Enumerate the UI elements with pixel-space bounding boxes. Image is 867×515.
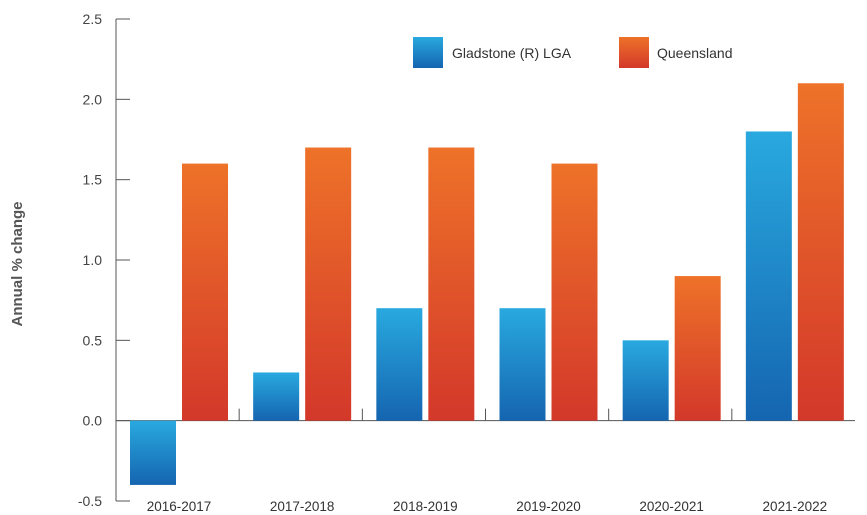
x-tick-label: 2017-2018 — [270, 499, 335, 514]
y-tick-label: 0.0 — [83, 413, 103, 429]
bar-queensland-2017-2018 — [305, 147, 352, 421]
bar-queensland-2016-2017 — [182, 163, 228, 421]
legend-swatch-gladstone — [413, 37, 443, 68]
y-tick-label: 0.5 — [83, 332, 103, 348]
legend-swatch-queensland — [619, 37, 649, 68]
bar-queensland-2019-2020 — [551, 163, 598, 421]
x-tick-label: 2016-2017 — [147, 499, 212, 514]
x-tick-label: 2018-2019 — [393, 499, 458, 514]
legend-label-gladstone: Gladstone (R) LGA — [452, 45, 572, 61]
y-axis-title: Annual % change — [9, 201, 26, 326]
y-tick-label: 2.0 — [83, 91, 103, 107]
bar-gladstone-2021-2022 — [745, 131, 792, 421]
tick-labels: 2.5 2.0 1.5 1.0 0.5 0.0 -0.5 2016-2017 2017-2018… — [78, 11, 827, 514]
bar-gladstone-2017-2018 — [253, 372, 300, 421]
bar-queensland-2020-2021 — [674, 276, 721, 421]
bar-gladstone-2020-2021 — [622, 340, 669, 421]
bar-queensland-2021-2022 — [797, 83, 844, 421]
axes — [115, 18, 855, 502]
y-tick-label: 1.5 — [83, 172, 103, 188]
y-tick-label: -0.5 — [78, 493, 102, 509]
x-tick-label: 2019-2020 — [516, 499, 581, 514]
legend-label-queensland: Queensland — [657, 45, 733, 61]
bars — [130, 83, 844, 485]
bar-gladstone-2016-2017 — [130, 420, 176, 485]
y-tick-label: 1.0 — [83, 252, 103, 268]
y-tick-label: 2.5 — [83, 11, 103, 27]
bar-queensland-2018-2019 — [428, 147, 475, 421]
x-tick-label: 2021-2022 — [763, 499, 828, 514]
bar-gladstone-2019-2020 — [499, 308, 546, 421]
legend: Gladstone (R) LGA Queensland — [413, 37, 733, 68]
x-tick-label: 2020-2021 — [639, 499, 704, 514]
bar-gladstone-2018-2019 — [376, 308, 423, 421]
